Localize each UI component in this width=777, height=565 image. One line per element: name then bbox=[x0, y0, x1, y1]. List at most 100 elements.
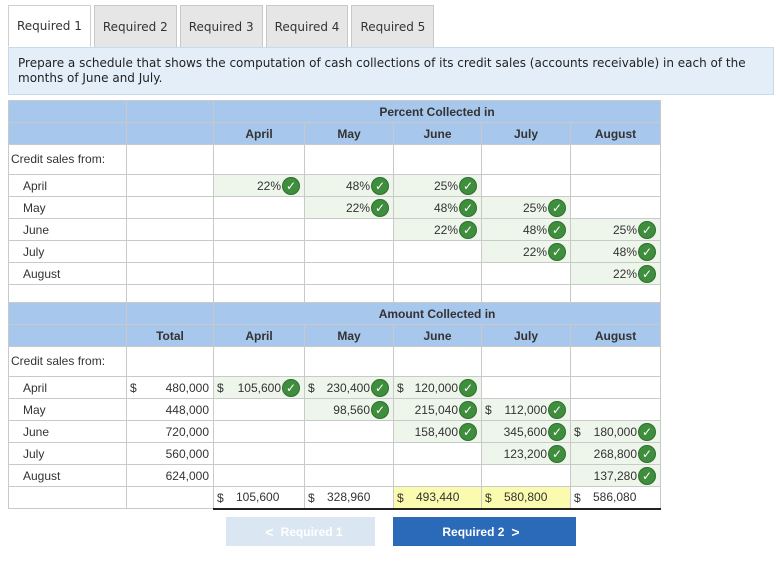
amount-value: 112,000 bbox=[504, 402, 548, 417]
tab-required-5[interactable]: Required 5 bbox=[351, 5, 435, 47]
checkmark-icon: ✓ bbox=[371, 378, 389, 397]
percent-input-cell[interactable]: 48% ✓ bbox=[304, 174, 394, 197]
amount-input-cell[interactable]: 158,400 ✓ bbox=[393, 420, 482, 443]
amount-input-cell[interactable]: 123,200 ✓ bbox=[481, 442, 571, 465]
amount-input-cell[interactable]: $230,400 ✓ bbox=[304, 376, 394, 399]
amount-collected-table: Amount Collected in Total April May June… bbox=[8, 302, 662, 510]
blank-cell bbox=[213, 262, 305, 285]
amount-value: 230,400 bbox=[326, 380, 370, 395]
amount-input-cell[interactable]: $180,000 ✓ bbox=[569, 420, 662, 443]
total-value: 720,000 bbox=[165, 424, 209, 439]
table-row: May 22% ✓ 48% ✓ 25% ✓ bbox=[8, 196, 661, 219]
dollar-sign: $ bbox=[308, 491, 315, 505]
checkmark-icon: ✓ bbox=[459, 176, 477, 195]
dollar-sign: $ bbox=[308, 381, 315, 395]
blank-cell bbox=[126, 174, 214, 197]
percent-value: 48% bbox=[522, 222, 547, 237]
row-label: May bbox=[8, 196, 127, 219]
dollar-sign: $ bbox=[397, 491, 404, 505]
amount-value: 120,000 bbox=[414, 380, 458, 395]
dollar-sign: $ bbox=[130, 381, 137, 395]
amount-col-may: May bbox=[304, 324, 394, 347]
table-row: June 720,000 158,400 ✓ 345,600 ✓ $180,000 ✓ bbox=[8, 420, 662, 443]
dollar-sign: $ bbox=[485, 491, 492, 505]
table-row: August 624,000 137,280 ✓ bbox=[8, 464, 662, 487]
blank-cell bbox=[126, 196, 214, 219]
percent-input-cell[interactable]: 22% ✓ bbox=[481, 240, 571, 263]
percent-input-cell[interactable]: 48% ✓ bbox=[393, 196, 482, 219]
percent-input-cell[interactable]: 48% ✓ bbox=[570, 240, 661, 263]
blank-cell bbox=[393, 240, 482, 263]
blank-cell bbox=[569, 398, 662, 421]
percent-input-cell[interactable]: 22% ✓ bbox=[304, 196, 394, 219]
blank-cell bbox=[213, 442, 305, 465]
amount-value: 268,800 bbox=[593, 446, 638, 461]
blank-cell bbox=[304, 218, 394, 241]
percent-input-cell[interactable]: 22% ✓ bbox=[570, 262, 661, 285]
blank-cell bbox=[570, 174, 661, 197]
checkmark-icon: ✓ bbox=[282, 378, 300, 397]
percent-col-august: August bbox=[570, 122, 661, 145]
tab-required-4[interactable]: Required 4 bbox=[265, 5, 349, 47]
checkmark-icon: ✓ bbox=[548, 198, 566, 217]
total-value: 448,000 bbox=[165, 402, 209, 417]
amount-col-blank bbox=[8, 324, 127, 347]
blank-cell bbox=[393, 262, 482, 285]
next-required-button[interactable]: Required 2 > bbox=[393, 517, 576, 546]
checkmark-icon: ✓ bbox=[638, 422, 657, 441]
blank-cell bbox=[213, 196, 305, 219]
amount-input-cell[interactable]: 268,800 ✓ bbox=[569, 442, 662, 465]
total-value: 480,000 bbox=[165, 380, 209, 395]
amount-col-april: April bbox=[213, 324, 305, 347]
prev-required-button[interactable]: < Required 1 bbox=[226, 517, 375, 546]
percent-value: 22% bbox=[256, 178, 281, 193]
table-row: June 22% ✓ 48% ✓ 25% ✓ bbox=[8, 218, 661, 241]
blank-cell bbox=[213, 420, 305, 443]
blank-cell bbox=[304, 144, 394, 175]
tab-required-3[interactable]: Required 3 bbox=[179, 5, 263, 47]
blank-cell bbox=[8, 486, 127, 509]
table-row: August 22% ✓ bbox=[8, 262, 661, 285]
percent-input-cell[interactable]: 25% ✓ bbox=[570, 218, 661, 241]
amount-input-cell[interactable]: 137,280 ✓ bbox=[569, 464, 662, 487]
checkmark-icon: ✓ bbox=[548, 444, 566, 463]
amount-input-cell[interactable]: 215,040 ✓ bbox=[393, 398, 482, 421]
percent-group-title: Percent Collected in bbox=[213, 100, 661, 123]
spacer-row bbox=[8, 284, 661, 307]
blank-cell bbox=[213, 218, 305, 241]
amount-input-cell[interactable]: $120,000 ✓ bbox=[393, 376, 482, 399]
checkmark-icon: ✓ bbox=[548, 422, 566, 441]
table-row: April $480,000 $105,600 ✓ $230,400 ✓ $120,000 ✓ bbox=[8, 376, 662, 399]
row-label: July bbox=[8, 240, 127, 263]
amount-group-title: Amount Collected in bbox=[212, 302, 662, 325]
percent-col-april: April bbox=[213, 122, 305, 145]
chevron-right-icon: > bbox=[511, 523, 520, 540]
percent-value: 25% bbox=[522, 200, 547, 215]
table-row: July 560,000 123,200 ✓ 268,800 ✓ bbox=[8, 442, 662, 465]
column-total-value: 105,600 bbox=[236, 490, 280, 505]
percent-input-cell[interactable]: 48% ✓ bbox=[481, 218, 571, 241]
percent-input-cell[interactable]: 25% ✓ bbox=[393, 174, 482, 197]
dollar-sign: $ bbox=[574, 425, 581, 439]
blank-cell bbox=[304, 420, 394, 443]
column-total-value: 328,960 bbox=[327, 490, 371, 505]
amount-input-cell[interactable]: $105,600 ✓ bbox=[213, 376, 305, 399]
column-total-value: 493,440 bbox=[416, 490, 460, 505]
checkmark-icon: ✓ bbox=[548, 220, 566, 239]
amount-input-cell[interactable]: $112,000 ✓ bbox=[481, 398, 571, 421]
amount-value: 105,600 bbox=[237, 380, 281, 395]
amount-input-cell[interactable]: 98,560 ✓ bbox=[304, 398, 394, 421]
amount-input-cell[interactable]: 345,600 ✓ bbox=[481, 420, 571, 443]
percent-input-cell[interactable]: 22% ✓ bbox=[213, 174, 305, 197]
amount-col-august: August bbox=[569, 324, 662, 347]
amount-value: 98,560 bbox=[333, 402, 370, 417]
tab-required-2[interactable]: Required 2 bbox=[93, 5, 177, 47]
checkmark-icon: ✓ bbox=[638, 466, 657, 485]
tab-required-1[interactable]: Required 1 bbox=[8, 5, 91, 47]
column-total-value: 580,800 bbox=[504, 490, 548, 505]
percent-row-header: Credit sales from: bbox=[8, 144, 661, 175]
percent-input-cell[interactable]: 22% ✓ bbox=[393, 218, 482, 241]
blank-cell bbox=[569, 376, 662, 399]
percent-input-cell[interactable]: 25% ✓ bbox=[481, 196, 571, 219]
blank-cell bbox=[213, 464, 305, 487]
